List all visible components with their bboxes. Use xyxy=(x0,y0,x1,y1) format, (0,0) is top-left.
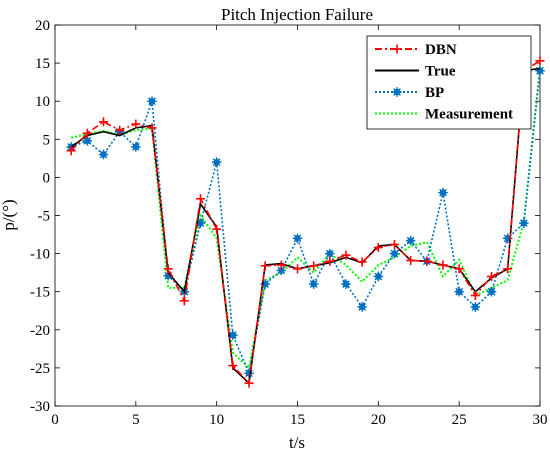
x-tick-label: 30 xyxy=(533,412,548,428)
legend-marker xyxy=(392,44,402,54)
data-point xyxy=(228,361,238,371)
data-point xyxy=(163,264,173,274)
data-point xyxy=(308,279,319,289)
y-tick-label: -30 xyxy=(30,399,50,415)
legend: DBN True BP Measurement xyxy=(366,35,532,130)
x-tick-label: 10 xyxy=(209,412,224,428)
y-tick-label: -25 xyxy=(30,361,50,377)
data-point xyxy=(454,286,464,297)
data-point xyxy=(519,218,529,228)
data-point xyxy=(211,157,222,167)
data-point xyxy=(99,117,108,127)
x-tick-label: 20 xyxy=(371,412,386,428)
y-tick-label: -5 xyxy=(38,209,51,225)
data-point xyxy=(389,248,400,259)
data-point xyxy=(196,194,205,204)
data-point xyxy=(292,233,303,244)
data-point xyxy=(325,256,335,266)
data-point xyxy=(228,330,238,340)
data-point xyxy=(276,260,286,270)
data-point xyxy=(503,264,513,274)
data-point xyxy=(293,264,302,274)
series-measurement xyxy=(70,66,541,370)
legend-item: BP xyxy=(375,85,444,101)
y-tick-label: 5 xyxy=(43,132,51,148)
legend-label: BP xyxy=(425,85,444,101)
data-point xyxy=(179,296,189,306)
data-point xyxy=(438,187,448,198)
data-point xyxy=(82,136,93,146)
data-point xyxy=(422,256,432,266)
y-tick-label: 20 xyxy=(35,18,50,34)
chart-title: Pitch Injection Failure xyxy=(221,5,373,24)
data-point xyxy=(147,96,157,106)
series-line-measurement xyxy=(70,66,541,370)
x-axis-label: t/s xyxy=(289,433,305,452)
data-point xyxy=(535,65,545,76)
y-tick-label: -10 xyxy=(30,247,50,263)
data-point xyxy=(66,146,76,156)
legend-box xyxy=(366,35,532,130)
legend-label: True xyxy=(425,64,456,80)
data-point xyxy=(487,271,496,281)
data-point xyxy=(357,302,367,312)
legend-label: Measurement xyxy=(425,107,513,123)
legend-marker xyxy=(392,87,402,97)
data-point xyxy=(131,119,141,129)
data-point xyxy=(438,260,448,270)
data-point xyxy=(244,378,254,388)
data-point xyxy=(82,128,92,138)
legend-item: DBN xyxy=(375,42,457,58)
legend-item: Measurement xyxy=(375,107,513,123)
data-point xyxy=(98,149,109,160)
data-point xyxy=(212,224,222,234)
data-point xyxy=(373,243,383,253)
data-point xyxy=(470,302,481,312)
data-point xyxy=(470,291,480,301)
x-tick-label: 25 xyxy=(452,412,467,428)
data-point xyxy=(454,264,464,274)
data-point xyxy=(406,255,416,265)
data-point xyxy=(341,279,351,289)
data-point xyxy=(260,261,270,271)
data-point xyxy=(486,286,497,297)
data-point xyxy=(195,218,206,228)
series-dbn xyxy=(66,56,545,388)
data-point xyxy=(163,270,173,281)
x-tick-label: 0 xyxy=(51,412,59,428)
data-point xyxy=(373,271,384,282)
y-tick-label: -15 xyxy=(30,285,50,301)
y-tick-label: -20 xyxy=(30,323,50,339)
x-tick-label: 5 xyxy=(132,412,140,428)
legend-label: DBN xyxy=(425,42,457,58)
data-point xyxy=(390,239,399,249)
y-axis-label: p/(°) xyxy=(0,199,18,230)
data-point xyxy=(131,142,141,152)
data-point xyxy=(341,250,351,260)
x-tick-label: 15 xyxy=(290,412,305,428)
legend-item: True xyxy=(375,64,456,80)
y-tick-label: 0 xyxy=(43,170,51,186)
data-point xyxy=(535,56,545,66)
data-point xyxy=(357,257,367,267)
data-point xyxy=(325,248,335,259)
data-point xyxy=(147,123,157,133)
data-point xyxy=(405,235,416,246)
y-tick-label: 15 xyxy=(35,56,50,72)
data-point xyxy=(244,368,254,379)
data-point xyxy=(309,261,319,271)
y-tick-label: 10 xyxy=(35,94,50,110)
data-point xyxy=(115,125,125,135)
